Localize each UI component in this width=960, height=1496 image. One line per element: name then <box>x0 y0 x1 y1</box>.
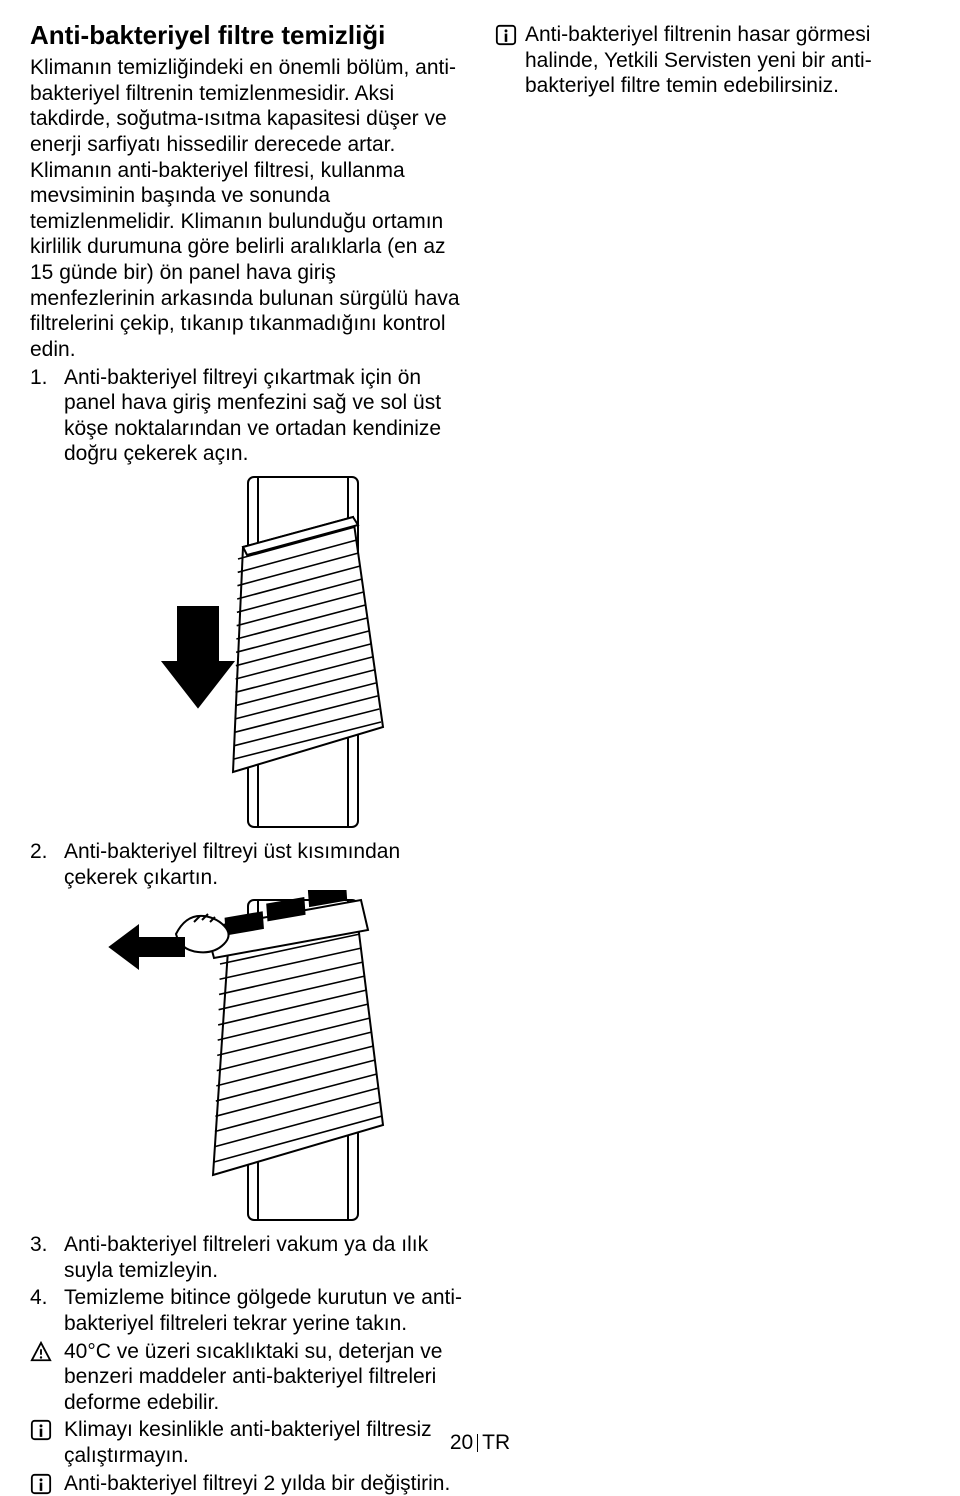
step-4: 4. Temizleme bitince gölgede kurutun ve … <box>30 1285 465 1336</box>
figure-1-wrap <box>30 467 465 837</box>
figure-1 <box>98 467 398 837</box>
info-icon <box>30 1471 64 1495</box>
info-icon <box>495 22 525 46</box>
step-number: 2. <box>30 839 64 890</box>
figure-2 <box>98 890 398 1230</box>
info-note-right: Anti-bakteriyel filtrenin hasar görmesi … <box>495 22 930 99</box>
step-text: Anti-bakteriyel filtreyi çıkartmak için … <box>64 365 465 467</box>
step-3: 3. Anti-bakteriyel filtreleri vakum ya d… <box>30 1232 465 1283</box>
step-number: 4. <box>30 1285 64 1336</box>
page-lang: TR <box>482 1431 510 1454</box>
page-number: 20 <box>450 1431 473 1454</box>
step-number: 1. <box>30 365 64 467</box>
note-text: Anti-bakteriyel filtreyi 2 yılda bir değ… <box>64 1471 465 1496</box>
info-note: Anti-bakteriyel filtreyi 2 yılda bir değ… <box>30 1471 465 1496</box>
step-2: 2. Anti-bakteriyel filtreyi üst kısımınd… <box>30 839 465 890</box>
step-text: Anti-bakteriyel filtreleri vakum ya da ı… <box>64 1232 465 1283</box>
warning-note: 40°C ve üzeri sıcaklıktaki su, deterjan … <box>30 1339 465 1416</box>
step-1: 1. Anti-bakteriyel filtreyi çıkartmak iç… <box>30 365 465 467</box>
intro-paragraph: Klimanın temizliğindeki en önemli bölüm,… <box>30 55 465 362</box>
note-text: 40°C ve üzeri sıcaklıktaki su, deterjan … <box>64 1339 465 1416</box>
step-text: Anti-bakteriyel filtreyi üst kısımından … <box>64 839 465 890</box>
figure-2-wrap <box>30 890 465 1230</box>
note-text: Anti-bakteriyel filtrenin hasar görmesi … <box>525 22 930 99</box>
step-number: 3. <box>30 1232 64 1283</box>
warning-icon <box>30 1339 64 1363</box>
section-title: Anti-bakteriyel filtre temizliği <box>30 20 465 51</box>
step-text: Temizleme bitince gölgede kurutun ve ant… <box>64 1285 465 1336</box>
page-footer: 20 TR <box>0 1431 960 1455</box>
